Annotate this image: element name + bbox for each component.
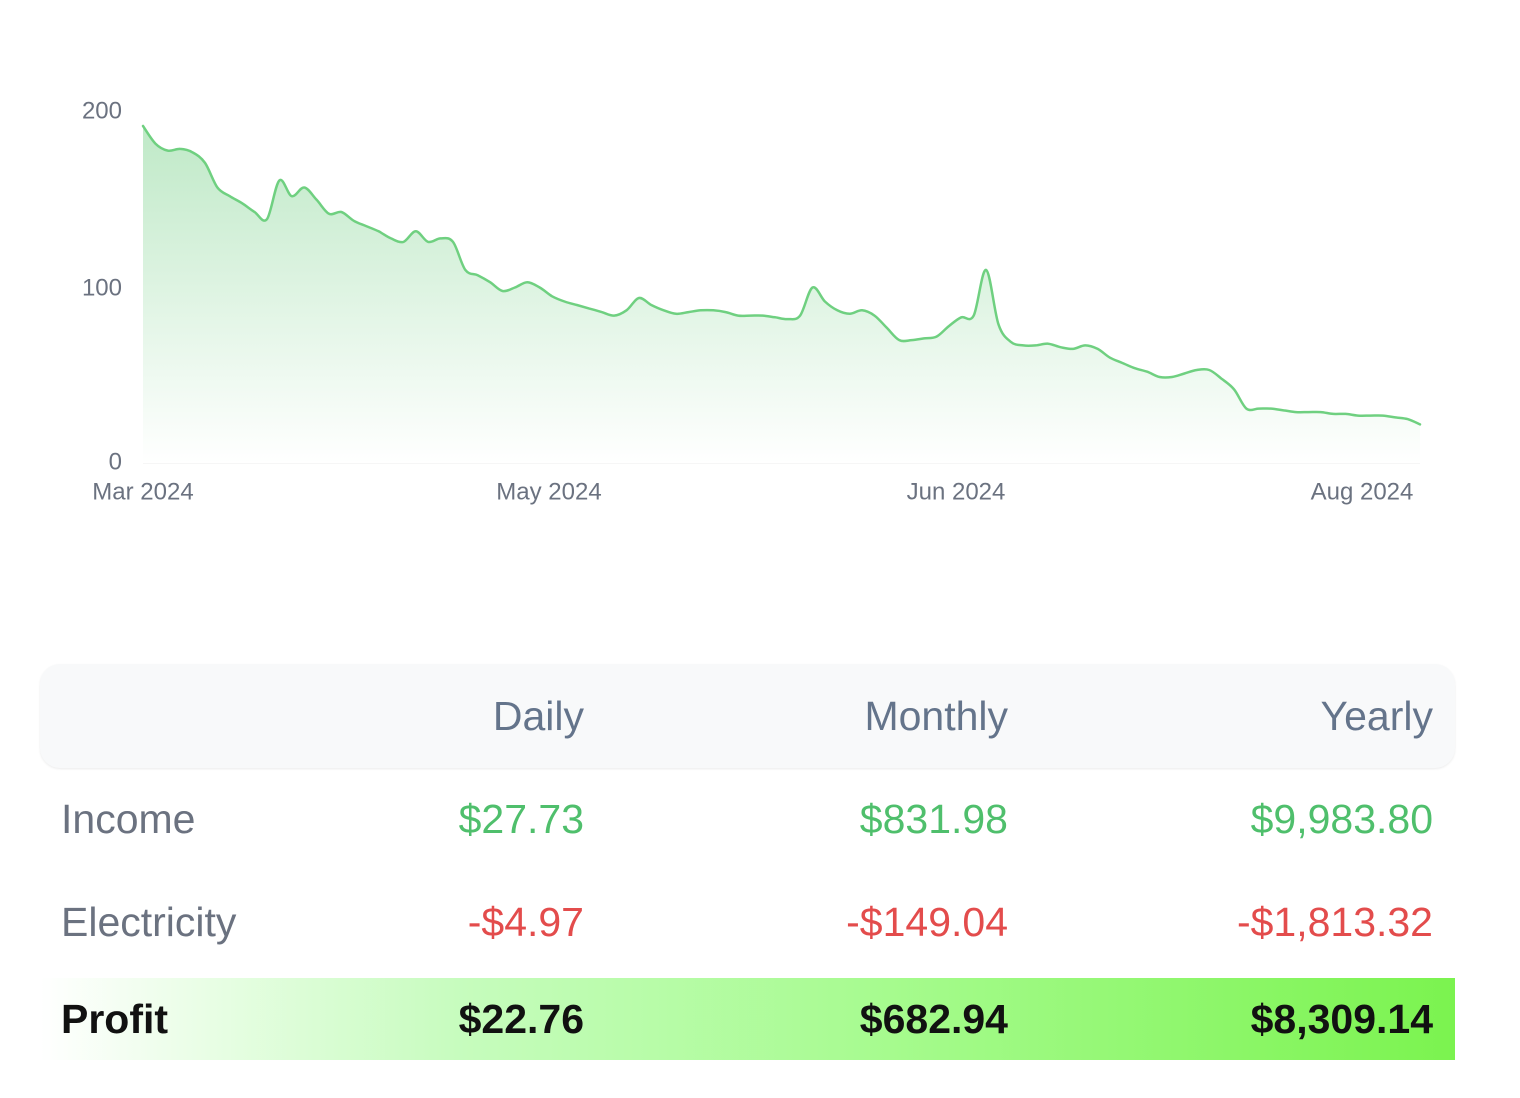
x-tick-label: Jun 2024 [907,478,1006,505]
income-label: Income [61,796,196,842]
y-tick-label: 200 [82,97,122,124]
profit-row: Profit $22.76 $682.94 $8,309.14 [40,978,1455,1060]
earnings-summary-table: Daily Monthly Yearly Income $27.73 $831.… [40,664,1455,1060]
income-monthly-value: $831.98 [859,796,1008,842]
profit-monthly-value: $682.94 [859,995,1008,1042]
electricity-row: Electricity -$4.97 -$149.04 -$1,813.32 [40,871,1455,974]
y-tick-label: 100 [82,274,122,301]
electricity-monthly-value: -$149.04 [846,899,1008,945]
series-area [143,126,1420,463]
summary-header-row: Daily Monthly Yearly [40,664,1455,768]
x-tick-label: Aug 2024 [1311,478,1414,505]
profit-label: Profit [61,995,169,1042]
header-monthly: Monthly [864,692,1008,739]
income-daily-value: $27.73 [458,796,584,842]
x-tick-label: Mar 2024 [92,478,193,505]
x-tick-label: May 2024 [496,478,601,505]
y-tick-label: 0 [109,448,122,475]
income-yearly-value: $9,983.80 [1250,796,1433,842]
electricity-yearly-value: -$1,813.32 [1236,899,1433,945]
series-line [141,124,1422,426]
income-row: Income $27.73 $831.98 $9,983.80 [40,768,1455,871]
profit-yearly-value: $8,309.14 [1250,995,1433,1042]
profit-daily-value: $22.76 [458,995,584,1042]
header-daily: Daily [492,692,584,739]
electricity-label: Electricity [61,899,237,945]
profitability-chart: 200 100 0 Mar 2024 May 2024 Jun 2024 Aug… [82,97,1422,505]
header-yearly: Yearly [1320,692,1433,739]
electricity-daily-value: -$4.97 [467,899,584,945]
